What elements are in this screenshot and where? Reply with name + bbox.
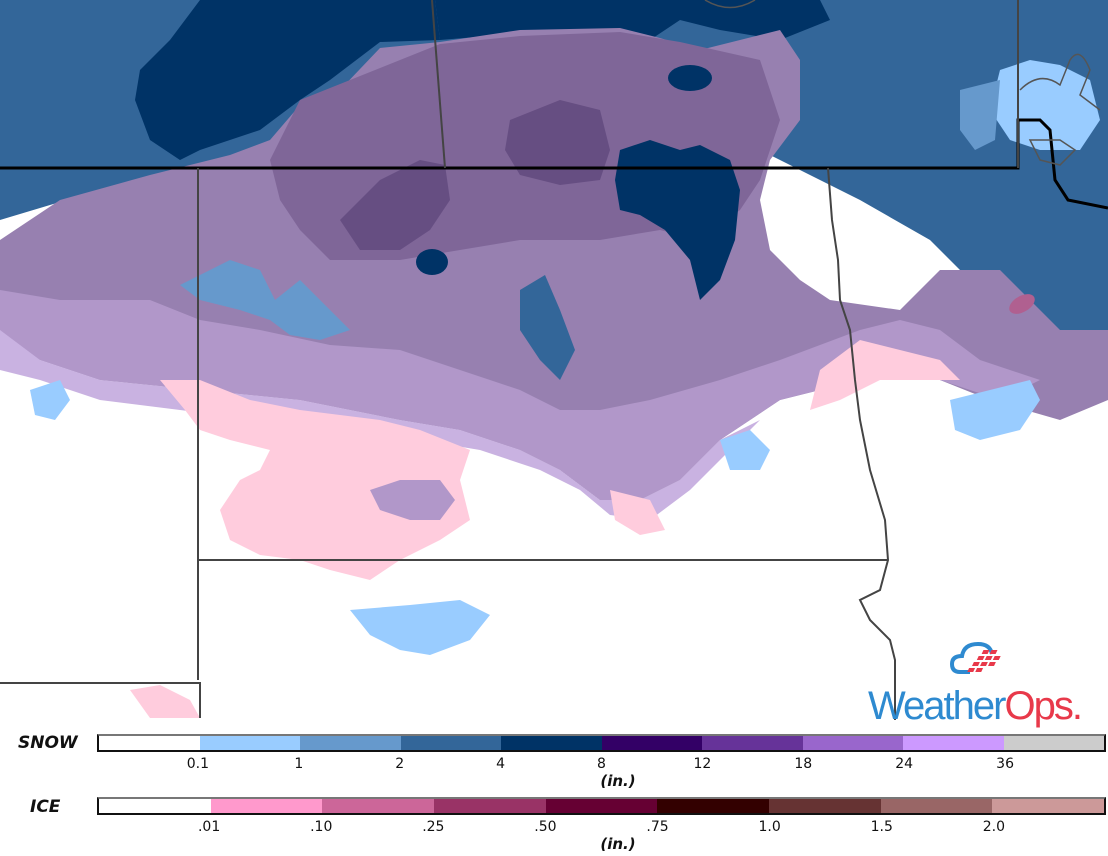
ice-legend-label: ICE [30, 797, 61, 817]
ice-swatch [880, 799, 993, 813]
map-canvas [0, 0, 1108, 720]
snow-swatch [501, 736, 602, 750]
ice-swatch [434, 799, 546, 813]
snow-swatch [400, 736, 501, 750]
snow-swatch [601, 736, 702, 750]
snow-swatch [903, 736, 1004, 750]
ice-tick: 1.0 [758, 819, 781, 835]
cloud-logo-icon [950, 641, 1001, 674]
snow-tick: 36 [996, 756, 1015, 772]
precipitation-map [0, 0, 1108, 720]
ice-swatch [322, 799, 435, 813]
ice-swatch [210, 799, 323, 813]
ice-tick: .10 [310, 819, 333, 835]
ice-tick: .50 [534, 819, 557, 835]
snow-swatch [802, 736, 903, 750]
ice-swatch [545, 799, 658, 813]
ice-tick: .25 [422, 819, 445, 835]
ice-swatch [657, 799, 770, 813]
weatherops-logo: WeatherOps. [866, 636, 1108, 728]
snow-swatch [1003, 736, 1104, 750]
ice-tick: .01 [197, 819, 221, 835]
snow-tick: 0.1 [186, 756, 210, 772]
snow-tick: 12 [693, 756, 712, 772]
mix-mid-purple-band [0, 290, 1040, 500]
snow-01-1-region [350, 600, 490, 655]
ice-swatch [992, 799, 1105, 813]
state-borders [0, 0, 1019, 720]
ice-swatch [769, 799, 881, 813]
snow-legend-label: SNOW [18, 733, 78, 753]
snow-tick: 18 [794, 756, 813, 772]
snow-tick: 2 [395, 756, 405, 772]
ice-tick: .75 [646, 819, 669, 835]
ice-tick-labels: .01 .10 .25 .50 .75 1.0 1.5 2.0 [97, 819, 1106, 839]
ice-unit-label: (in.) [600, 835, 636, 853]
snow-tick: 1 [294, 756, 304, 772]
mix-darkest-purple-region [505, 100, 610, 185]
snow-unit-label: (in.) [600, 772, 636, 790]
snow-swatch [702, 736, 803, 750]
ice-pink-region [160, 380, 470, 580]
logo-wordmark: WeatherOps. [868, 684, 1083, 728]
snow-swatch [300, 736, 401, 750]
ice-tick: 1.5 [870, 819, 893, 835]
snow-4-8-region [135, 0, 440, 160]
ice-color-scale [97, 797, 1106, 815]
snow-swatch [199, 736, 300, 750]
ice-tick: 2.0 [982, 819, 1006, 835]
snow-tick: 4 [496, 756, 506, 772]
snow-tick: 24 [895, 756, 914, 772]
snow-tick-labels: 0.1 1 2 4 8 12 18 24 36 [97, 756, 1106, 776]
snow-tick: 8 [597, 756, 606, 772]
snow-swatch [99, 736, 200, 750]
ice-swatch [99, 799, 211, 813]
snow-color-scale [97, 734, 1106, 752]
